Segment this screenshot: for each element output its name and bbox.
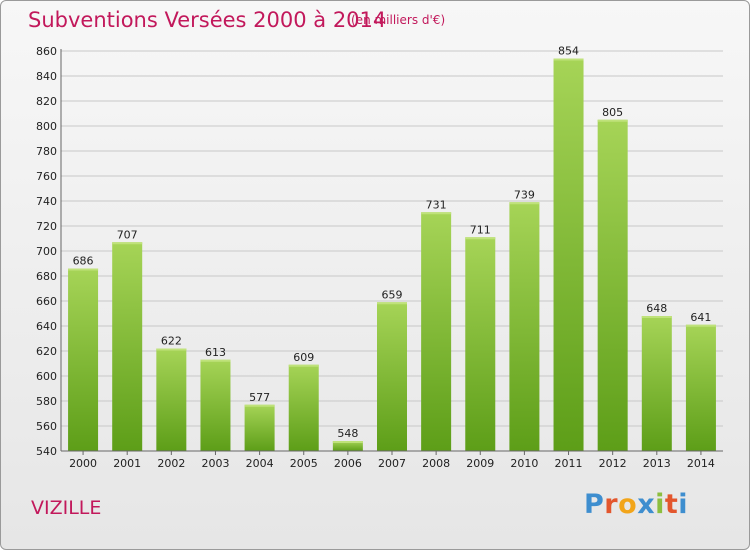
bar-top-edge — [553, 58, 584, 61]
bar-2004 — [244, 404, 275, 451]
bar-2001 — [112, 242, 143, 451]
value-label: 659 — [382, 288, 403, 301]
value-label: 805 — [602, 106, 623, 119]
y-tick-label: 620 — [36, 345, 57, 358]
x-tick-label: 2007 — [378, 457, 406, 470]
bar-2008 — [421, 212, 452, 451]
y-tick-label: 780 — [36, 145, 57, 158]
bar-2007 — [377, 302, 407, 451]
y-tick-label: 540 — [36, 445, 57, 458]
bar-2014 — [685, 324, 716, 451]
y-tick-label: 600 — [36, 370, 57, 383]
y-tick-label: 740 — [36, 195, 57, 208]
bar-2002 — [156, 348, 187, 451]
bar-top-edge — [68, 268, 99, 271]
y-tick-label: 680 — [36, 270, 57, 283]
logo-letter: i — [678, 489, 689, 520]
y-tick-label: 860 — [36, 45, 57, 58]
bar-top-edge — [156, 348, 187, 351]
bar-2011 — [553, 58, 584, 451]
bar-2010 — [509, 202, 540, 451]
value-label: 648 — [646, 302, 667, 315]
value-label: 854 — [558, 45, 579, 58]
value-label: 739 — [514, 188, 535, 201]
logo-letter: x — [637, 489, 656, 520]
bar-top-edge — [377, 302, 407, 305]
bar-top-edge — [641, 316, 672, 318]
x-tick-label: 2000 — [69, 457, 97, 470]
bar-2005 — [288, 364, 319, 451]
x-tick-label: 2001 — [113, 457, 141, 470]
value-label: 641 — [690, 311, 711, 324]
bar-2000 — [68, 268, 99, 451]
x-tick-label: 2009 — [466, 457, 494, 470]
x-tick-label: 2004 — [246, 457, 274, 470]
value-label: 731 — [426, 198, 447, 211]
y-tick-label: 640 — [36, 320, 57, 333]
value-label: 711 — [470, 223, 491, 236]
page-title: Subventions Versées 2000 à 2014 — [28, 8, 387, 32]
value-label: 548 — [337, 427, 358, 440]
bar-top-edge — [421, 212, 452, 215]
value-label: 686 — [73, 255, 94, 268]
x-tick-label: 2005 — [290, 457, 318, 470]
x-tick-label: 2014 — [687, 457, 715, 470]
logo-letter: t — [664, 489, 679, 520]
y-tick-label: 760 — [36, 170, 57, 183]
logo-letter: r — [604, 489, 619, 520]
y-tick-label: 660 — [36, 295, 57, 308]
x-tick-label: 2012 — [599, 457, 627, 470]
y-tick-label: 820 — [36, 95, 57, 108]
x-tick-label: 2013 — [643, 457, 671, 470]
bar-top-edge — [288, 364, 319, 367]
commune-name: VIZILLE — [31, 497, 102, 519]
value-label: 622 — [161, 335, 182, 348]
bar-top-edge — [244, 404, 275, 407]
bars — [68, 58, 716, 451]
x-tick-label: 2002 — [157, 457, 185, 470]
bar-top-edge — [200, 359, 231, 362]
value-label: 613 — [205, 346, 226, 359]
units-subtitle: (en milliers d'€) — [351, 13, 446, 27]
bar-top-edge — [332, 441, 363, 443]
y-tick-label: 840 — [36, 70, 57, 83]
x-tick-label: 2008 — [422, 457, 450, 470]
x-tick-label: 2011 — [555, 457, 583, 470]
y-tick-label: 700 — [36, 245, 57, 258]
bar-2006 — [332, 441, 363, 451]
proxiti-logo[interactable]: Proxiti — [584, 489, 688, 520]
value-label: 577 — [249, 391, 270, 404]
logo-letter: i — [655, 489, 665, 520]
axes: 540 560 580 600 620 640 660 680 700 720 740 760 780 8… — [36, 45, 723, 470]
logo-letter: P — [584, 489, 605, 520]
y-tick-label: 800 — [36, 120, 57, 133]
bar-top-edge — [509, 202, 540, 205]
logo-letter: o — [618, 489, 638, 520]
bar-top-edge — [112, 242, 143, 245]
x-tick-label: 2003 — [201, 457, 229, 470]
x-tick-label: 2006 — [334, 457, 362, 470]
bar-top-edge — [597, 119, 628, 122]
value-label: 609 — [293, 351, 314, 364]
bar-2009 — [465, 237, 496, 451]
y-tick-label: 580 — [36, 395, 57, 408]
y-tick-label: 720 — [36, 220, 57, 233]
value-label: 707 — [117, 228, 138, 241]
y-tick-label: 560 — [36, 420, 57, 433]
bar-2012 — [597, 119, 628, 451]
x-tick-label: 2010 — [510, 457, 538, 470]
bar-top-edge — [465, 237, 496, 240]
bar-top-edge — [685, 324, 716, 327]
bar-2003 — [200, 359, 231, 451]
bar-2013 — [641, 316, 672, 451]
